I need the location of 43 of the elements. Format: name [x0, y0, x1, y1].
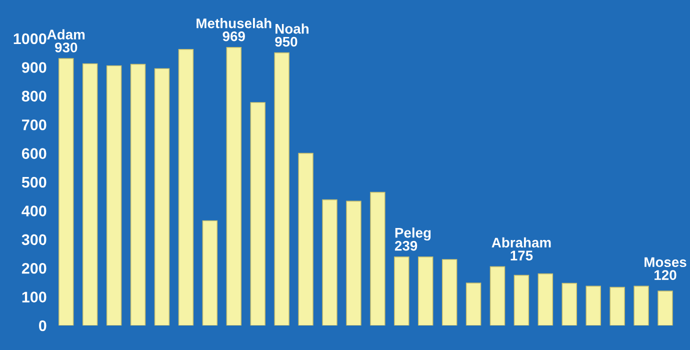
- bar: [298, 152, 314, 326]
- data-label: Moses 120: [644, 257, 686, 280]
- y-tick-label: 600: [22, 148, 46, 159]
- bar: [442, 259, 458, 326]
- bar: [322, 199, 338, 326]
- bar: [154, 68, 170, 326]
- data-label: Abraham 175: [492, 237, 551, 260]
- bar: [394, 256, 410, 326]
- bar: [250, 102, 266, 326]
- bar: [538, 273, 554, 326]
- bar: [514, 274, 530, 326]
- bar: [370, 192, 386, 326]
- bar: [466, 282, 482, 326]
- y-tick-label: 0: [38, 320, 46, 332]
- data-label: Noah 950: [275, 24, 308, 47]
- bar: [274, 52, 290, 326]
- y-tick-label: 800: [22, 90, 46, 102]
- data-label: Adam 930: [47, 29, 85, 52]
- bar: [346, 200, 362, 326]
- y-tick-label: 300: [22, 234, 46, 246]
- data-label: Methuselah 969: [196, 18, 272, 42]
- data-label: Peleg 239: [394, 228, 431, 251]
- y-tick-label: 200: [22, 262, 46, 274]
- y-tick-label: 400: [22, 206, 46, 216]
- bar: [106, 65, 122, 326]
- y-tick-label: 1000: [14, 33, 46, 44]
- bar: [634, 286, 649, 326]
- y-tick-label: 900: [22, 62, 46, 73]
- bar: [562, 282, 578, 326]
- bar: [202, 220, 218, 326]
- y-tick-label: 700: [22, 119, 46, 130]
- y-tick-label: 100: [22, 292, 46, 302]
- bar: [418, 256, 434, 326]
- bar: [490, 266, 506, 326]
- bar: [658, 290, 673, 326]
- bar: [58, 58, 74, 326]
- bar: [82, 63, 98, 326]
- bar: [586, 286, 601, 326]
- bar: [610, 286, 625, 326]
- bar: [178, 48, 194, 326]
- bar: [226, 46, 242, 326]
- y-tick-label: 500: [22, 176, 46, 188]
- bar: [130, 64, 146, 326]
